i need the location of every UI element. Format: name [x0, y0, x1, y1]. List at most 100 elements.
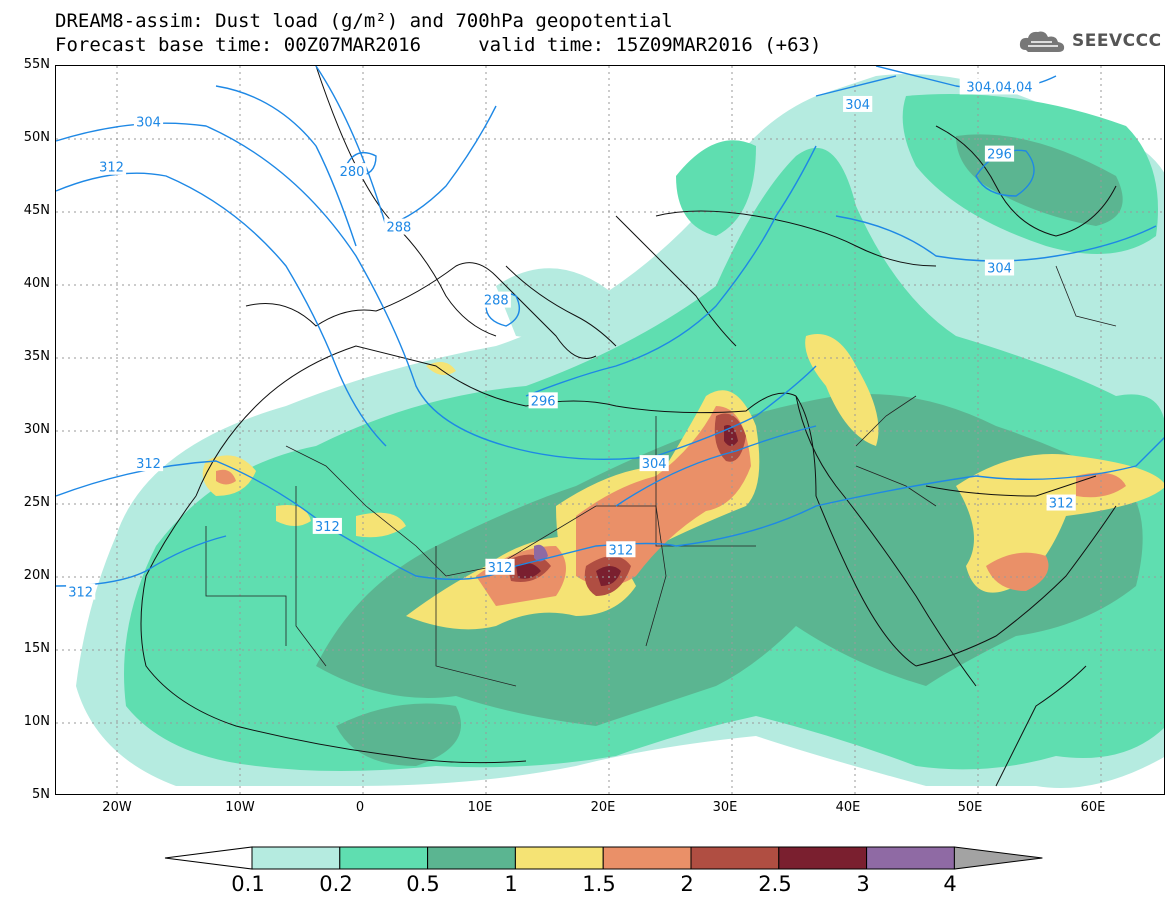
contour-288-west	[215, 85, 357, 247]
colorbar-under-arrow	[164, 846, 253, 870]
contour-label: 280	[340, 165, 365, 180]
contour-label-bg	[984, 145, 1015, 162]
lon-label: 10W	[225, 800, 255, 815]
lon-label: 0	[355, 800, 365, 815]
lon-label: 20W	[102, 800, 132, 815]
graticule	[56, 66, 1164, 794]
lat-label: 50N	[23, 130, 50, 145]
lon-label: 10E	[467, 800, 493, 815]
contour-label: 312	[99, 161, 124, 176]
contour-label: 296	[987, 148, 1012, 163]
contour-312-south	[56, 437, 1164, 581]
dust-area-yellow-algeria	[356, 512, 406, 538]
colorbar-label: 2.5	[758, 872, 792, 896]
contour-label-bg	[984, 259, 1015, 276]
coastlines	[140, 66, 1117, 787]
map-panel: 304 312 280 288 304 304,04,04 296 304 288 296 312 3…	[55, 65, 1165, 795]
contour-304-libya	[615, 425, 817, 507]
contour-labels: 304 312 280 288 304 304,04,04 296 304 288 296 312 3…	[66, 78, 1076, 601]
dust-area-orange-libya	[576, 406, 751, 586]
lat-label: 10N	[23, 714, 50, 729]
logo-text: SEEVCCC	[1072, 31, 1162, 51]
lat-label: 25N	[23, 495, 50, 510]
contour-label: 304	[136, 115, 161, 130]
lat-label: 55N	[23, 57, 50, 72]
contour-304-east	[815, 75, 897, 97]
contour-label-bg	[481, 291, 511, 308]
contour-296	[525, 145, 817, 397]
contour-label: 312	[608, 543, 633, 558]
colorbar-label: 3	[856, 872, 870, 896]
lat-label: 45N	[23, 203, 50, 218]
dust-area-maroon-niger	[516, 562, 541, 579]
contour-304-west	[56, 122, 817, 461]
lon-label: 20E	[590, 800, 616, 815]
dust-area-maroon-libya	[724, 425, 738, 446]
dust-area-purple	[534, 544, 548, 562]
contour-label: 288	[484, 294, 509, 309]
contour-label: 312	[315, 520, 340, 535]
contour-label-bg	[66, 583, 96, 600]
colorbar-label: 4	[943, 872, 957, 896]
lon-label: 40E	[835, 800, 861, 815]
colorbar-swatch	[778, 846, 868, 870]
colorbar-swatch	[602, 846, 692, 870]
colorbar-swatch	[866, 846, 955, 870]
contour-label: 312	[136, 457, 161, 472]
contour-label-bg	[384, 218, 414, 235]
contour-label: 304,04,04	[966, 80, 1032, 95]
contour-label: 312	[488, 561, 513, 576]
contour-label-bg	[485, 558, 515, 575]
contour-312-west	[56, 172, 387, 447]
contour-label: 304	[845, 98, 870, 113]
lon-label: 30E	[712, 800, 738, 815]
contour-label: 312	[1049, 497, 1074, 512]
contour-label: 288	[386, 221, 411, 236]
colorbar-label: 2	[680, 872, 694, 896]
contour-label-bg	[528, 392, 558, 409]
dust-load-map: 304 312 280 288 304 304,04,04 296 304 288 296 312 3…	[56, 66, 1164, 794]
contour-label: 312	[68, 586, 93, 601]
colorbar	[164, 846, 1043, 870]
lon-label: 60E	[1080, 800, 1106, 815]
contour-label-bg	[606, 541, 636, 558]
contour-label-bg	[96, 158, 127, 175]
colorbar-swatch	[251, 846, 341, 870]
lat-label: 30N	[23, 422, 50, 437]
dust-area-yellow-saudi	[805, 334, 879, 446]
contour-label: 304	[642, 457, 667, 472]
contour-label-bg	[337, 163, 367, 180]
contour-label-bg	[639, 455, 669, 472]
lat-label: 35N	[23, 349, 50, 364]
cloud-icon	[1019, 31, 1065, 52]
contour-label-bg	[312, 517, 342, 534]
colorbar-swatch	[427, 846, 516, 870]
contour-label-bg	[959, 78, 1040, 95]
colorbar-over-arrow	[953, 846, 1043, 870]
colorbar-label: 0.5	[406, 872, 440, 896]
lon-label: 50E	[957, 800, 983, 815]
colorbar-label: 1.5	[582, 872, 616, 896]
contour-label-bg	[133, 113, 164, 130]
dust-area-dense	[316, 394, 1143, 726]
dust-area-dense-sahel	[336, 703, 461, 766]
contour-label: 296	[531, 394, 556, 409]
dust-area-yellow-west2	[276, 505, 311, 526]
colorbar-label: 1	[504, 872, 518, 896]
lat-label: 5N	[32, 787, 50, 802]
contour-label-bg	[133, 455, 164, 472]
colorbar-swatch	[514, 846, 604, 870]
lat-label: 15N	[23, 641, 50, 656]
colorbar-label: 0.2	[319, 872, 353, 896]
contour-label-bg	[1046, 494, 1076, 511]
chart-title: DREAM8-assim: Dust load (g/m²) and 700hP…	[55, 10, 673, 32]
contour-label-bg	[843, 95, 873, 112]
colorbar-swatch	[339, 846, 429, 870]
seevccc-logo: SEEVCCC	[1018, 28, 1162, 54]
colorbar-segments	[164, 846, 1043, 870]
dust-area-light-north	[496, 268, 616, 338]
dust-area-orange-west	[216, 469, 236, 485]
chart-subtitle: Forecast base time: 00Z07MAR2016 valid t…	[55, 34, 822, 56]
colorbar-label: 0.1	[231, 872, 265, 896]
dust-area-orange-oman	[986, 552, 1049, 591]
